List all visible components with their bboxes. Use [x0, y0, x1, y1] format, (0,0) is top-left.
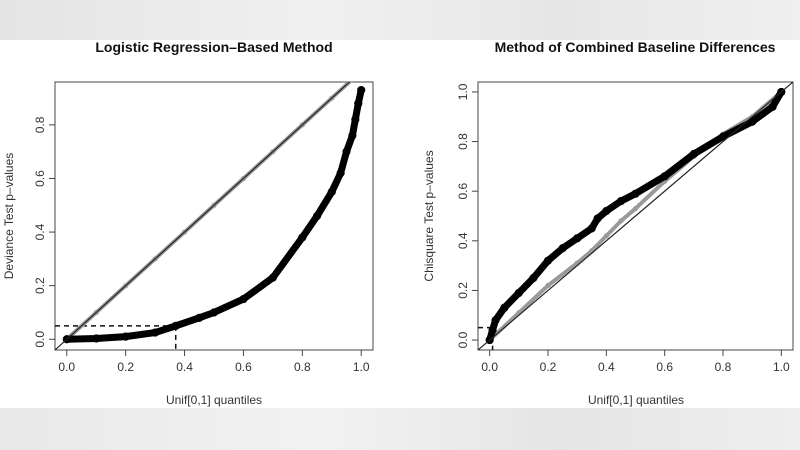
right-y-tick-label: 0.8 — [456, 133, 470, 150]
left-series-gray-point — [329, 95, 335, 101]
left-series-black-point — [239, 294, 248, 304]
right-y-tick-label: 1.0 — [456, 83, 470, 100]
right-series-gray-point — [545, 282, 551, 289]
right-series-black-point — [602, 206, 611, 216]
left-series-gray-point — [211, 202, 217, 208]
right-plot: Method of Combined Baseline Differences … — [422, 39, 794, 407]
left-y-tick-label: 0.8 — [33, 116, 47, 133]
right-x-tick-label: 1.0 — [773, 360, 790, 374]
left-series-gray-point — [350, 77, 354, 81]
left-series-gray-point — [270, 149, 276, 155]
left-series-black-point — [151, 328, 160, 337]
right-series-black-point — [514, 288, 523, 298]
right-x-tick-label: 0.2 — [540, 360, 557, 374]
left-series-black-point — [354, 99, 363, 108]
left-y-tick-label: 0.0 — [33, 331, 47, 348]
left-series-black-point — [195, 313, 204, 322]
left-x-tick-label: 0.2 — [117, 360, 134, 374]
right-plot-frame — [477, 81, 794, 351]
right-series-black-point — [777, 87, 786, 97]
left-y-tick-label: 0.2 — [33, 277, 47, 294]
right-series-black-point — [485, 335, 494, 345]
right-series-black-point — [718, 132, 728, 141]
left-x-tick-label: 1.0 — [353, 360, 370, 374]
background-band-bottom — [0, 408, 800, 450]
left-reference-line — [55, 82, 351, 350]
right-y-label: Chisquare Test p–values — [422, 150, 436, 281]
left-series-black-point — [121, 332, 130, 341]
right-reference-line — [478, 82, 793, 350]
left-series-black-point — [342, 147, 351, 156]
left-series-black-point — [298, 233, 307, 242]
left-series-black-point — [209, 308, 219, 317]
left-series-black-point — [351, 115, 360, 124]
right-series-black-point — [689, 149, 698, 159]
left-x-tick-label: 0.8 — [294, 360, 311, 374]
right-x-tick-label: 0.4 — [598, 360, 615, 374]
left-series-gray-point — [240, 175, 247, 182]
left-plot-title: Logistic Regression–Based Method — [95, 39, 332, 55]
right-y-tick-label: 0.2 — [456, 282, 470, 299]
right-series-black-point — [558, 244, 567, 253]
right-series-black-point — [748, 117, 757, 126]
left-plot: Logistic Regression–Based Method Unif[0,… — [2, 39, 374, 407]
right-plot-title: Method of Combined Baseline Differences — [495, 39, 776, 55]
left-x-label: Unif[0,1] quantiles — [166, 393, 262, 407]
left-series-gray-point — [93, 309, 99, 316]
right-y-tick-label: 0.4 — [456, 232, 470, 249]
right-series-black-point — [491, 316, 500, 325]
right-series-black-point — [573, 234, 582, 243]
right-series-gray-point — [632, 205, 639, 212]
right-series-black-point — [500, 303, 509, 312]
right-series-black-point — [593, 214, 602, 223]
left-plot-area — [55, 77, 366, 350]
left-series-gray-point — [181, 229, 188, 235]
left-series-gray-point — [299, 122, 305, 128]
left-y-tick-label: 0.4 — [33, 223, 47, 240]
left-y-label: Deviance Test p–values — [2, 153, 16, 280]
right-series-black-point — [543, 256, 553, 265]
left-series-black-point — [312, 211, 322, 221]
right-series-black-point — [616, 197, 626, 206]
right-series-black-point — [587, 224, 596, 233]
right-series-black-point — [488, 326, 497, 335]
left-plot-frame — [54, 81, 374, 351]
right-x-tick-label: 0.0 — [481, 360, 498, 374]
left-series-black-point — [268, 273, 277, 282]
right-plot-area — [478, 82, 793, 350]
left-x-tick-label: 0.0 — [58, 360, 75, 374]
left-series-black-point — [357, 85, 366, 95]
background-band-top — [0, 0, 800, 40]
left-series-black-point — [348, 131, 357, 140]
left-series-black-line — [63, 86, 365, 343]
right-series-black-point — [768, 102, 777, 111]
right-x-tick-label: 0.8 — [715, 360, 732, 374]
left-series-gray-point — [152, 256, 158, 262]
left-y-tick-label: 0.6 — [33, 170, 47, 187]
left-series-black-point — [171, 321, 180, 330]
right-series-black-point — [660, 172, 669, 181]
left-series-gray-point — [123, 283, 129, 289]
right-y-tick-label: 0.6 — [456, 183, 470, 200]
left-series-black-point — [62, 335, 71, 344]
right-y-tick-label: 0.0 — [456, 331, 470, 348]
right-x-label: Unif[0,1] quantiles — [588, 393, 684, 407]
left-series-black-point — [327, 187, 336, 196]
right-x-tick-label: 0.6 — [656, 360, 673, 374]
right-series-black-point — [529, 273, 538, 283]
right-series-gray-point — [618, 218, 624, 224]
left-x-tick-label: 0.6 — [235, 360, 252, 374]
right-series-black-point — [631, 189, 640, 198]
left-x-tick-label: 0.4 — [176, 360, 193, 374]
right-series-gray-point — [603, 233, 609, 239]
left-series-black-point — [336, 169, 345, 178]
left-series-black-point — [92, 334, 101, 343]
